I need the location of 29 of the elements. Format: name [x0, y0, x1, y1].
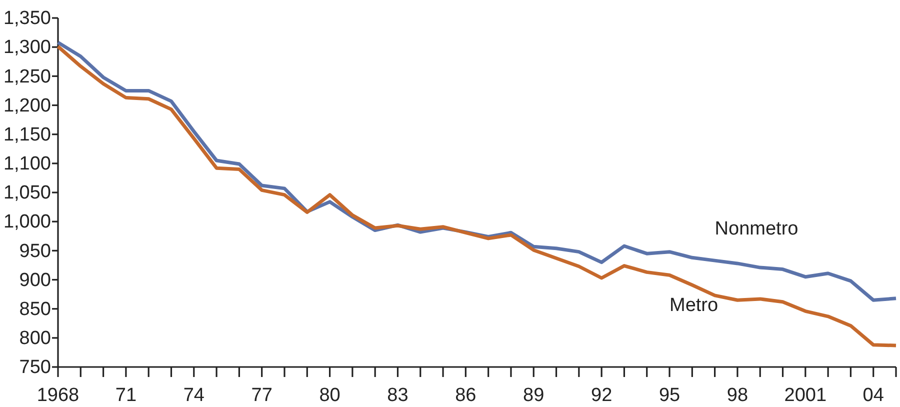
x-tick-label: 98 — [726, 384, 748, 406]
x-tick-label: 77 — [251, 384, 272, 406]
series-label: Metro — [670, 295, 718, 316]
x-tick-label: 80 — [319, 384, 340, 406]
x-tick-label: 04 — [862, 384, 884, 406]
x-tick-label: 71 — [115, 384, 137, 406]
x-tick-label: 74 — [183, 384, 205, 406]
line-series — [56, 44, 898, 348]
y-tick-label: 900 — [19, 270, 51, 291]
series-label: Nonmetro — [714, 218, 798, 240]
y-tick-label: 800 — [19, 328, 51, 349]
y-tick-label: 750 — [19, 357, 51, 378]
y-tick-label: 1,000 — [3, 212, 51, 233]
y-tick-label: 1,200 — [3, 95, 51, 116]
x-tick-label: 95 — [658, 384, 680, 406]
y-tick-label: 1,100 — [3, 153, 51, 174]
x-tick-label: 1968 — [36, 384, 80, 406]
x-tick-label: 92 — [590, 384, 612, 406]
y-tick-label: 1,250 — [3, 66, 51, 88]
x-tick-label: 2001 — [784, 384, 827, 406]
y-tick-label: 950 — [19, 240, 51, 262]
y-tick-label: 1,300 — [3, 37, 51, 58]
y-tick-label: 1,050 — [3, 182, 51, 204]
x-tick-label: 89 — [523, 384, 544, 406]
x-tick-label: 86 — [455, 384, 476, 406]
y-tick-label: 850 — [19, 298, 51, 320]
y-tick-label: 1,150 — [3, 124, 51, 146]
y-tick-label: 1,350 — [3, 8, 51, 30]
x-tick-label: 83 — [387, 384, 408, 406]
